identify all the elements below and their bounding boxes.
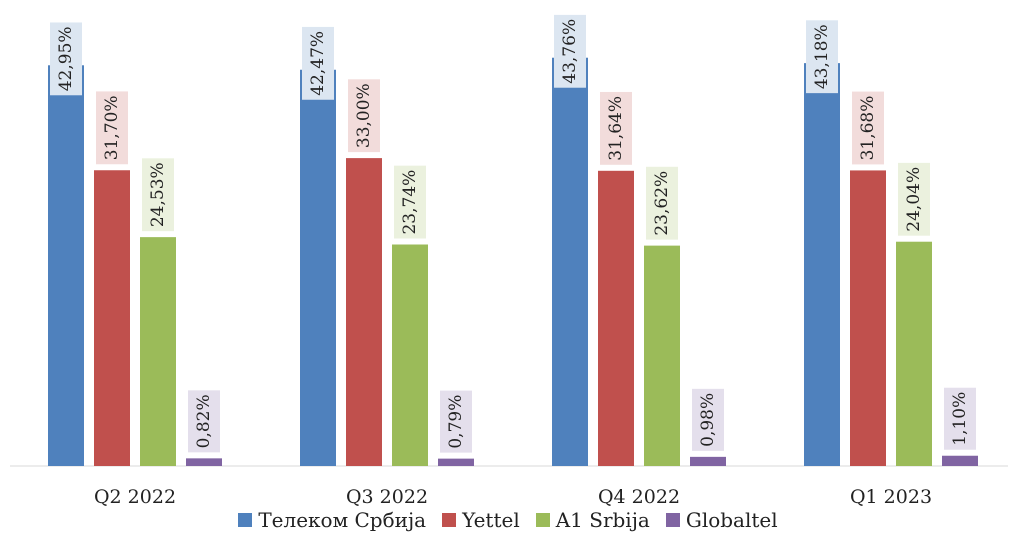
- legend-item: Телеком Србија: [238, 508, 426, 532]
- legend-swatch: [442, 513, 457, 527]
- data-label-bg: [944, 387, 976, 450]
- data-label: 23,62%: [652, 171, 672, 236]
- data-label: 31,70%: [102, 95, 122, 160]
- data-label-bg: [600, 91, 632, 165]
- data-label-bg: [554, 14, 586, 88]
- x-tick-label: Q1 2023: [850, 486, 932, 508]
- bar-телеком-срби-а-1: [48, 65, 84, 467]
- data-label: 24,53%: [148, 162, 168, 227]
- data-label-bg: [96, 91, 128, 165]
- data-label-bg: [646, 166, 678, 240]
- data-label-bg: [188, 390, 220, 453]
- bar-yettel-3: [598, 170, 634, 466]
- data-label-bg: [898, 162, 930, 236]
- data-label: 33,00%: [354, 83, 374, 148]
- bar-телеком-срби-а-4: [804, 63, 840, 466]
- bar-a1-srbija-3: [644, 245, 680, 466]
- data-label-bg: [692, 388, 724, 451]
- bar-globaltel-2: [438, 458, 474, 466]
- data-label: 43,76%: [560, 19, 580, 84]
- legend-item: Yettel: [442, 508, 520, 532]
- data-label-bg: [852, 91, 884, 165]
- data-label: 0,82%: [194, 394, 214, 448]
- bar-телеком-срби-а-2: [300, 69, 336, 467]
- data-label: 31,64%: [606, 96, 626, 161]
- legend-swatch: [665, 513, 680, 527]
- legend-label: Yettel: [462, 508, 520, 532]
- legend-swatch: [238, 513, 253, 527]
- data-label: 43,18%: [812, 24, 832, 89]
- x-tick-label: Q3 2022: [346, 486, 428, 508]
- bar-телеком-срби-а-3: [552, 57, 588, 466]
- data-label-bg: [806, 20, 838, 94]
- legend-item: Globaltel: [665, 508, 778, 532]
- bar-yettel-2: [346, 158, 382, 467]
- data-label-bg: [142, 158, 174, 232]
- data-label: 1,10%: [950, 392, 970, 446]
- bar-globaltel-4: [942, 455, 978, 466]
- legend-label: Телеком Србија: [258, 508, 427, 532]
- data-label-bg: [394, 165, 426, 239]
- bar-a1-srbija-1: [140, 237, 176, 466]
- legend-item: A1 Srbija: [535, 508, 650, 532]
- data-label-bg: [302, 26, 334, 100]
- legend-swatch: [535, 513, 550, 527]
- bar-a1-srbija-4: [896, 241, 932, 466]
- data-label: 42,47%: [308, 31, 328, 96]
- bar-globaltel-3: [690, 456, 726, 466]
- data-label: 31,68%: [858, 96, 878, 161]
- data-label-bg: [50, 22, 82, 96]
- bar-yettel-1: [94, 170, 130, 466]
- legend-label: A1 Srbija: [555, 508, 650, 532]
- chart-legend: Телеком Србија Yettel A1 Srbija Globaltel: [0, 506, 1016, 534]
- data-label: 24,04%: [904, 167, 924, 232]
- bar-globaltel-1: [186, 458, 222, 466]
- data-label: 0,79%: [446, 395, 466, 449]
- data-label: 0,98%: [698, 393, 718, 447]
- bar-a1-srbija-2: [392, 244, 428, 466]
- bar-yettel-4: [850, 170, 886, 466]
- data-label: 23,74%: [400, 170, 420, 235]
- data-label: 42,95%: [56, 26, 76, 91]
- x-tick-label: Q4 2022: [598, 486, 680, 508]
- x-tick-label: Q2 2022: [94, 486, 176, 508]
- data-label-bg: [348, 79, 380, 153]
- legend-label: Globaltel: [685, 508, 778, 532]
- data-label-bg: [440, 390, 472, 453]
